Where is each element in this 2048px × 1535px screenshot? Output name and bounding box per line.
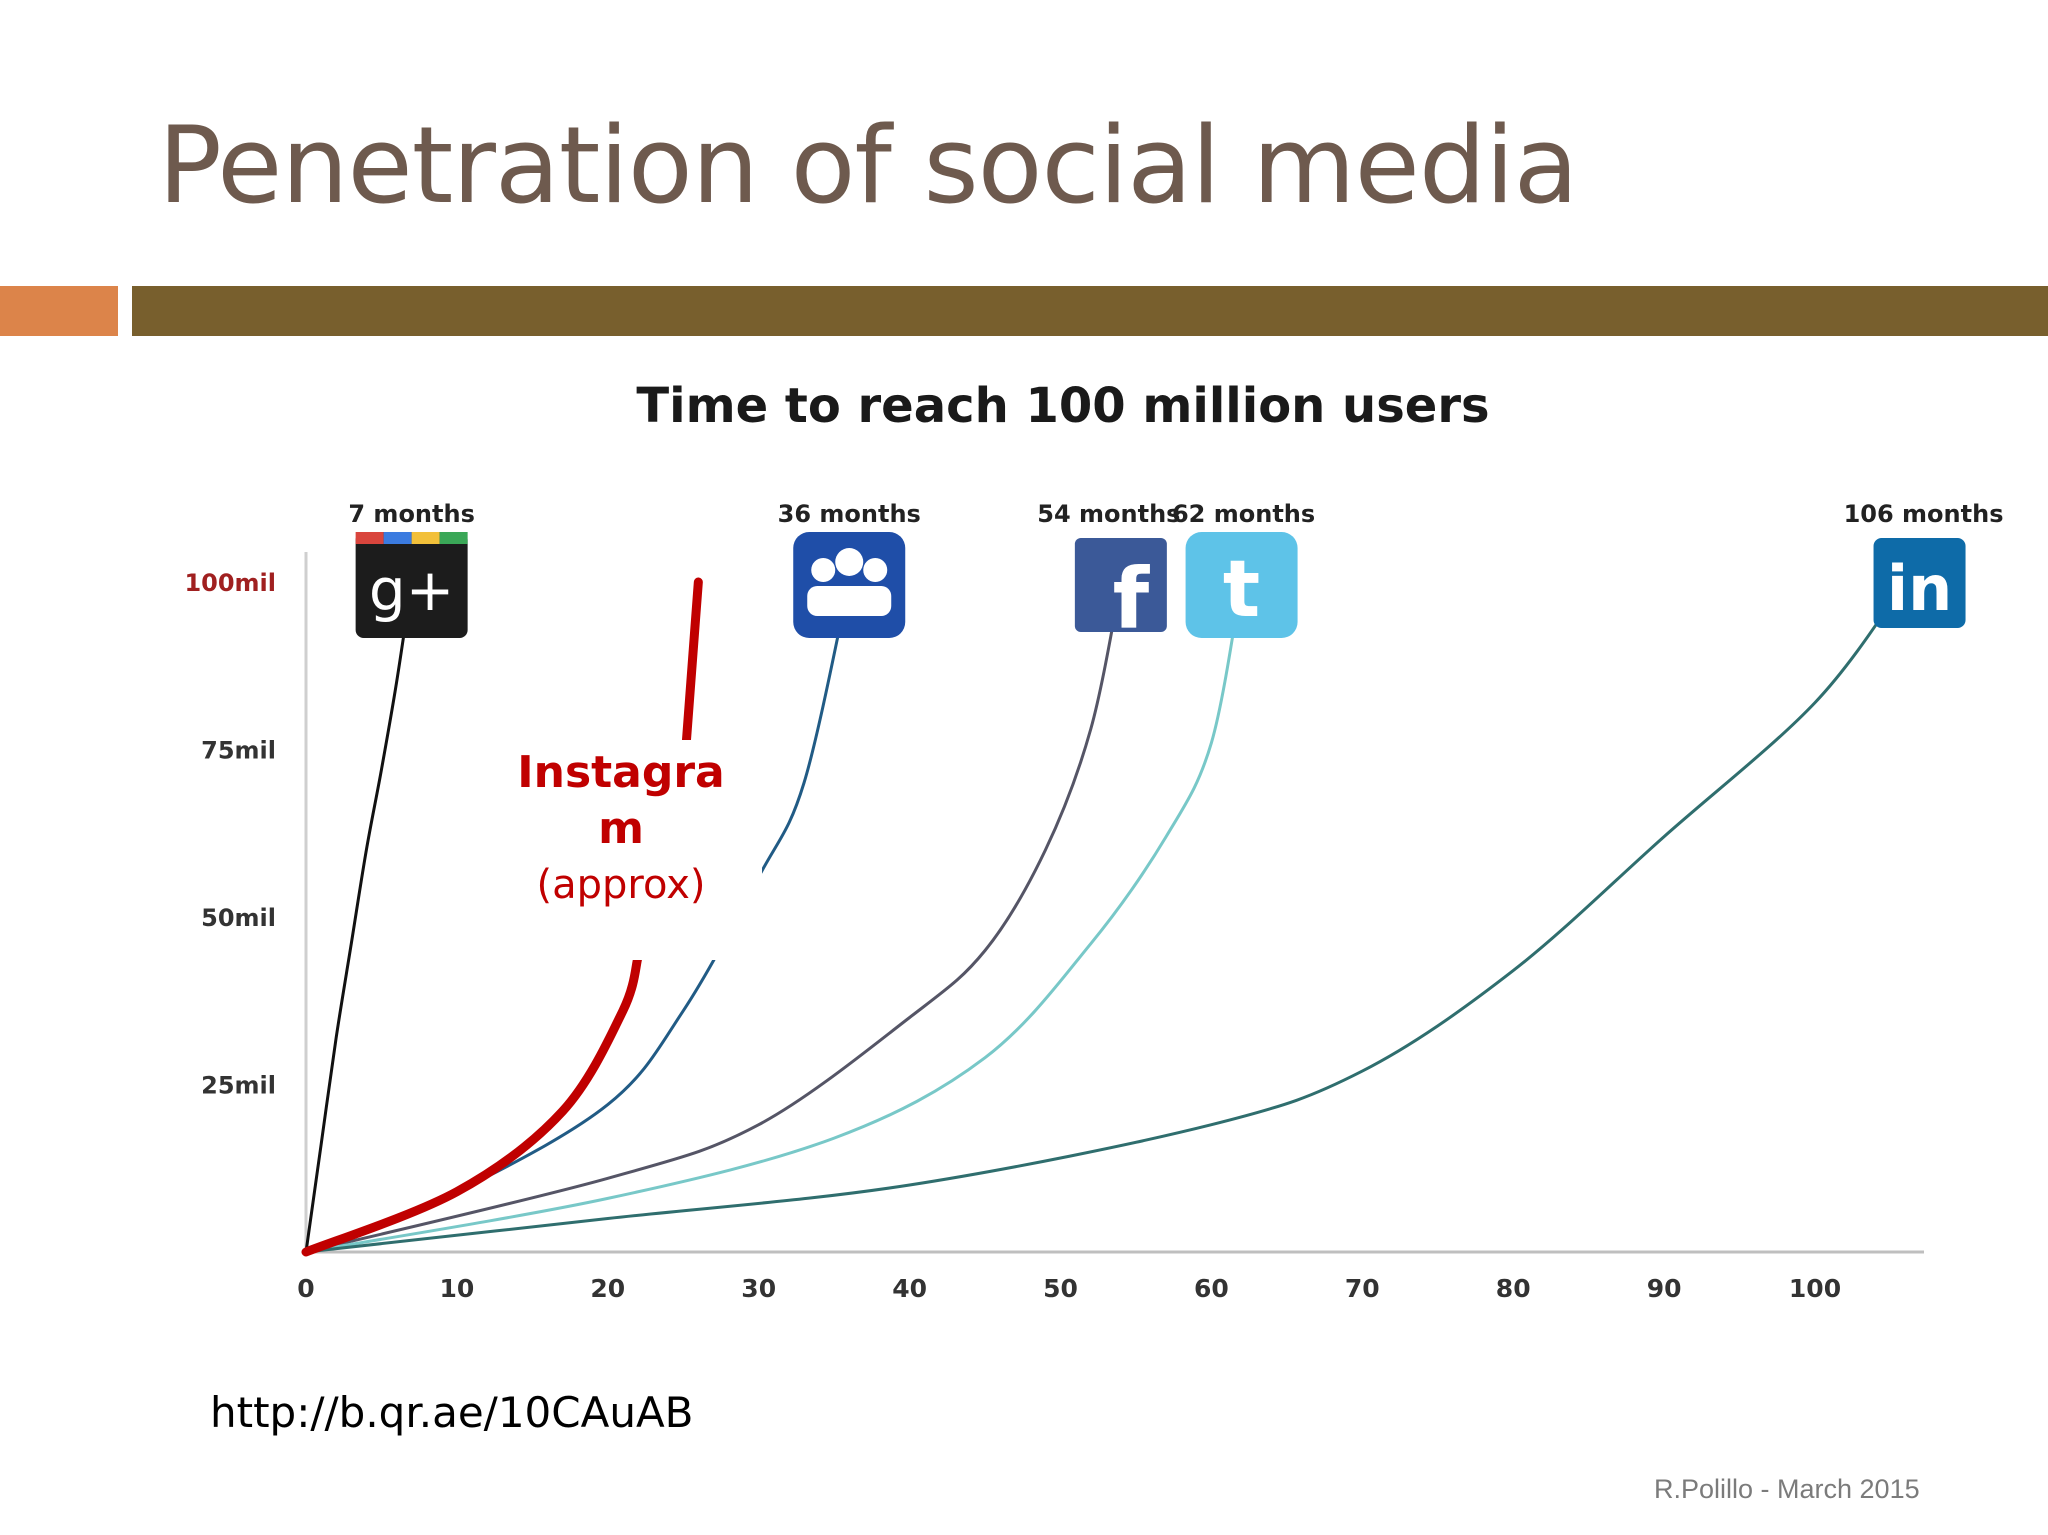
x-tick-label: 0: [297, 1274, 314, 1303]
y-tick-label: 100mil: [184, 569, 276, 597]
facebook-icon: f: [1074, 538, 1167, 648]
slide-title: Penetration of social media: [158, 104, 1579, 227]
chart: Time to reach 100 million users 0 10 20 30 4…: [0, 360, 2048, 1360]
svg-text:g+: g+: [369, 556, 454, 624]
twitter-icon: t: [1185, 532, 1298, 638]
linkedin-icon: in: [1873, 538, 1966, 628]
series-months-label: 7 months: [348, 500, 474, 528]
x-tick-label: 100: [1789, 1274, 1841, 1303]
x-tick-label: 70: [1345, 1274, 1380, 1303]
y-tick-label: 25mil: [201, 1072, 276, 1100]
x-tick-label: 90: [1647, 1274, 1682, 1303]
google-plus-icon: g+: [355, 532, 468, 638]
chart-axes: 0 10 20 30 40 50 60 70 80 90 100 25mil 50mil 75mil 100…: [184, 552, 1924, 1303]
series-line-google: [304, 581, 414, 1253]
instagram-label-bg: [500, 740, 762, 960]
instagram-approx-note: (approx): [537, 862, 706, 908]
svg-text:f: f: [1113, 550, 1151, 648]
myspace-icon: [793, 532, 906, 638]
x-tick-label: 50: [1043, 1274, 1078, 1303]
instagram-label: Instagra: [517, 747, 725, 798]
x-tick-label: 60: [1194, 1274, 1229, 1303]
series-months-label: 106 months: [1844, 500, 2004, 528]
x-tick-label: 20: [590, 1274, 625, 1303]
y-tick-label: 75mil: [201, 737, 276, 765]
instagram-line: [301, 952, 643, 1257]
x-tick-label: 30: [741, 1274, 776, 1303]
footer-credit: R.Polillo - March 2015: [1654, 1474, 1920, 1504]
instagram-label-cont: m: [598, 803, 644, 854]
series-months-label: 54 months: [1037, 500, 1180, 528]
x-tick-label: 80: [1496, 1274, 1531, 1303]
title-accent-bar: [0, 286, 118, 336]
series-line-linkedin: [305, 581, 1907, 1254]
chart-title: Time to reach 100 million users: [636, 378, 1489, 434]
icons-layer: g+ 7 months 36 months f 54 months t 62 months i…: [348, 500, 2003, 648]
svg-text:in: in: [1887, 552, 1952, 625]
y-tick-label: 50mil: [201, 904, 276, 932]
source-url[interactable]: http://b.qr.ae/10CAuAB: [210, 1388, 694, 1437]
series-line-facebook: [305, 581, 1123, 1254]
chart-svg: Time to reach 100 million users 0 10 20 30 4…: [184, 378, 2003, 1303]
x-tick-label: 40: [892, 1274, 927, 1303]
svg-text:t: t: [1223, 545, 1260, 635]
x-tick-label: 10: [440, 1274, 475, 1303]
series-line-twitter: [305, 581, 1244, 1254]
title-underline-bar: [132, 286, 2048, 336]
series-months-label: 62 months: [1172, 500, 1315, 528]
series-months-label: 36 months: [778, 500, 921, 528]
